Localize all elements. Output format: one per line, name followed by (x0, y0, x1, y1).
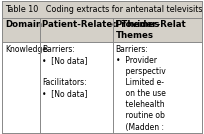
Text: Barriers:
•  Provider
    perspectiv
    Limited e-
    on the use
    telehealt: Barriers: • Provider perspectiv Limited … (116, 45, 165, 132)
Text: Patient-Related Themes: Patient-Related Themes (42, 20, 160, 29)
Text: Provider-Relat
Themes: Provider-Relat Themes (116, 20, 186, 40)
Text: Table 10   Coding extracts for antenatal televisits into the Th: Table 10 Coding extracts for antenatal t… (5, 5, 204, 14)
Text: Barriers:
•  [No data]

Facilitators:
•  [No data]: Barriers: • [No data] Facilitators: • [N… (42, 45, 88, 98)
Text: Domain: Domain (6, 20, 42, 29)
Bar (2, 1, 202, 18)
Bar (2, 18, 202, 42)
Bar (2, 42, 202, 133)
Text: Knowledge: Knowledge (6, 45, 48, 54)
